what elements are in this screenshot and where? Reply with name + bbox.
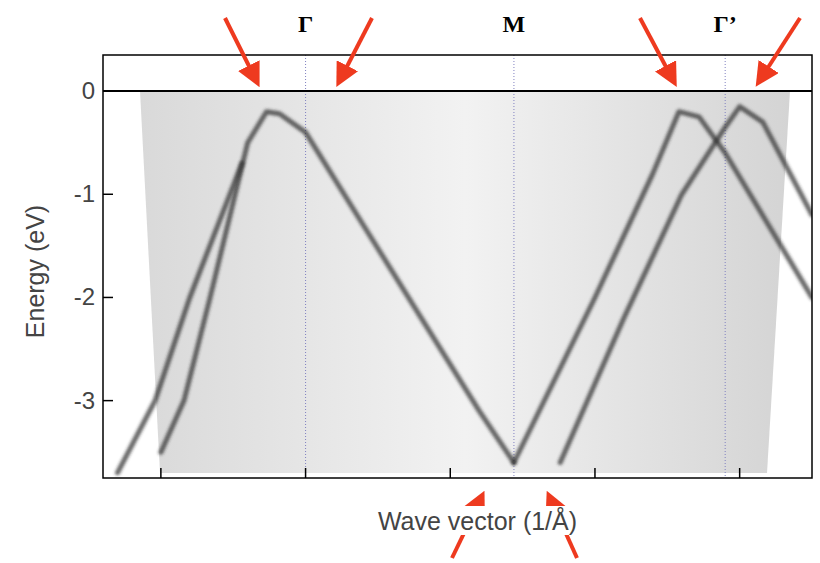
symmetry-line: [513, 55, 514, 478]
y-tick: [103, 297, 113, 299]
frame: [103, 55, 812, 478]
plot-area: [118, 55, 813, 478]
symmetry-line: [305, 55, 306, 478]
band: [161, 112, 514, 463]
band: [560, 107, 812, 463]
y-tick-label: -1: [74, 180, 95, 207]
band: [118, 163, 242, 473]
x-tick: [305, 468, 307, 478]
y-tick-label: -2: [74, 283, 95, 310]
intensity-ground: [140, 91, 790, 473]
y-axis-title: Energy (eV): [21, 205, 49, 338]
chart: 0 -1 -2 -3 Energy (eV) Wave vector (1/Å) Γ M Γ’: [0, 0, 820, 563]
x-tick: [594, 468, 596, 478]
y-tick: [103, 90, 113, 92]
arrow: [225, 18, 256, 80]
y-tick: [103, 194, 113, 196]
symmetry-label: M: [503, 11, 526, 37]
symmetry-line: [725, 55, 726, 478]
y-tick-label: -3: [74, 387, 95, 414]
symmetry-label: Γ’: [714, 11, 737, 37]
arrow: [340, 18, 372, 80]
arrow: [760, 18, 800, 80]
y-tick-label: 0: [82, 77, 95, 104]
x-axis-title: Wave vector (1/Å): [378, 506, 577, 535]
fermi-level: [103, 90, 812, 92]
band: [514, 112, 812, 463]
symmetry-label: Γ: [298, 11, 313, 37]
x-tick: [739, 468, 741, 478]
label-patch: [375, 506, 580, 535]
x-tick: [160, 468, 162, 478]
arrow: [640, 18, 673, 80]
x-tick: [450, 468, 452, 478]
y-tick: [103, 400, 113, 402]
